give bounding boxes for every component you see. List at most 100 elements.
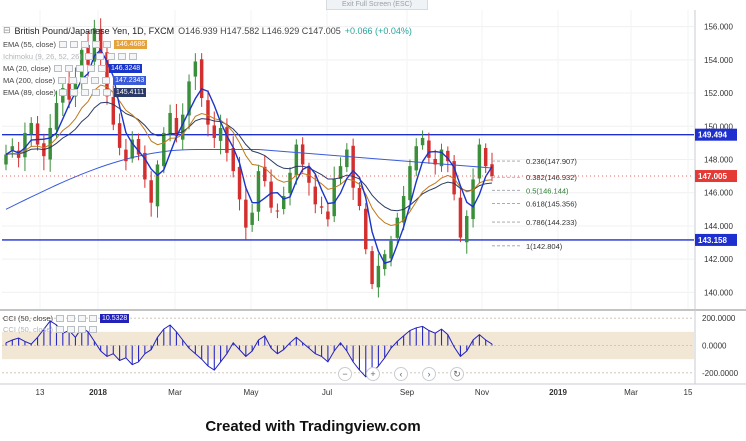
chart-area[interactable]: 140.000 142.000 144.000 146.000 148.000 150.0… xyxy=(0,0,746,405)
legend-value: 147.2343 xyxy=(113,76,147,85)
legend-setting-icon[interactable] xyxy=(53,65,62,72)
y-tick-label: 144.000 xyxy=(704,222,733,231)
fib-level-label: 0.236(147.907) xyxy=(526,157,577,166)
legend-setting-icon[interactable] xyxy=(102,77,111,84)
candle-body xyxy=(439,149,444,167)
legend-setting-icon[interactable] xyxy=(106,53,115,60)
candle-body xyxy=(143,152,147,180)
y-tick-label: 154.000 xyxy=(704,56,733,65)
candle-body xyxy=(338,166,343,179)
legend-setting-icon[interactable] xyxy=(80,41,89,48)
candle-body xyxy=(300,144,305,165)
legend-row[interactable]: MA (200, close) 147.2343 xyxy=(3,76,147,85)
candle-body xyxy=(23,132,27,158)
candle-body xyxy=(326,211,330,220)
x-tick-label: Sep xyxy=(400,388,415,397)
legend-setting-icon[interactable] xyxy=(58,77,67,84)
symbol-header: ⊟ British Pound/Japanese Yen, 1D, FXCM O… xyxy=(3,25,412,36)
price-chart: 140.000142.000144.000146.000148.000150.0… xyxy=(0,10,746,397)
legend-row[interactable]: EMA (89, close) 145.4111 xyxy=(3,88,147,97)
x-tick-label: 2019 xyxy=(549,388,567,397)
zoom-in-button[interactable]: + xyxy=(366,367,380,381)
y-tick-label: 150.000 xyxy=(704,122,733,131)
candle-body xyxy=(231,148,235,172)
candle-body xyxy=(218,127,223,141)
legend-setting-icon[interactable] xyxy=(75,65,84,72)
legend-setting-icon[interactable] xyxy=(97,65,106,72)
cci-legend-row[interactable]: CCI (50, close) xyxy=(3,325,98,334)
candle-body xyxy=(35,123,40,145)
x-tick-label: Mar xyxy=(624,388,638,397)
chart-navigation: − + ‹ › ↻ xyxy=(338,367,464,381)
legend-setting-icon[interactable] xyxy=(89,315,98,322)
candle-body xyxy=(48,127,52,160)
legend-setting-icon[interactable] xyxy=(78,315,87,322)
legend-setting-icon[interactable] xyxy=(58,41,67,48)
fib-level-label: 0.618(145.356) xyxy=(526,199,577,208)
fib-level-label: 1(142.804) xyxy=(526,242,563,251)
collapse-icon[interactable]: ⊟ xyxy=(3,25,11,35)
ma-200-line xyxy=(5,149,493,210)
legend-setting-icon[interactable] xyxy=(89,326,98,333)
legend-setting-icon[interactable] xyxy=(58,89,67,96)
candle-body xyxy=(168,112,172,133)
legend-setting-icon[interactable] xyxy=(56,315,65,322)
legend-setting-icon[interactable] xyxy=(91,77,100,84)
y-tick-label: 156.000 xyxy=(704,23,733,32)
legend-setting-icon[interactable] xyxy=(80,77,89,84)
scroll-left-button[interactable]: ‹ xyxy=(394,367,408,381)
x-tick-label: May xyxy=(243,388,258,397)
candle-body xyxy=(389,240,393,259)
candle-body xyxy=(465,215,469,243)
legend-setting-icon[interactable] xyxy=(69,77,78,84)
legend-setting-icon[interactable] xyxy=(69,41,78,48)
candle-body xyxy=(269,181,273,208)
x-tick-label: Jul xyxy=(322,388,332,397)
candle-body xyxy=(420,137,425,146)
scroll-right-button[interactable]: › xyxy=(422,367,436,381)
legend-row[interactable]: Ichimoku (9, 26, 52, 26) xyxy=(3,52,137,61)
legend-row[interactable]: MA (20, close) 146.3248 xyxy=(3,64,143,73)
candle-body xyxy=(256,171,261,212)
cci-line xyxy=(5,320,493,378)
x-tick-label: 2018 xyxy=(89,388,107,397)
legend-setting-icon[interactable] xyxy=(84,53,93,60)
current-price-label: 147.005 xyxy=(698,172,727,181)
legend-setting-icon[interactable] xyxy=(91,41,100,48)
legend-row[interactable]: EMA (55, close) 146.4686 xyxy=(3,40,148,49)
candle-body xyxy=(370,251,374,285)
legend-setting-icon[interactable] xyxy=(80,89,89,96)
level-price-label: 149.494 xyxy=(698,131,727,140)
legend-setting-icon[interactable] xyxy=(117,53,126,60)
legend-setting-icon[interactable] xyxy=(95,53,104,60)
legend-setting-icon[interactable] xyxy=(67,326,76,333)
reset-chart-button[interactable]: ↻ xyxy=(450,367,464,381)
legend-setting-icon[interactable] xyxy=(64,65,73,72)
zoom-out-button[interactable]: − xyxy=(338,367,352,381)
candle-body xyxy=(332,179,336,217)
symbol-title[interactable]: British Pound/Japanese Yen, 1D, FXCM xyxy=(14,25,175,36)
candle-body xyxy=(376,265,381,288)
fib-level-label: 0.5(146.144) xyxy=(526,186,569,195)
candle-body xyxy=(180,114,185,140)
cci-tick-label: -200.0000 xyxy=(702,369,739,378)
cci-legend-row[interactable]: CCI (50, close) 10.5328 xyxy=(3,314,130,323)
legend-setting-icon[interactable] xyxy=(78,326,87,333)
change-readout: +0.066 (+0.04%) xyxy=(344,25,412,36)
legend-setting-icon[interactable] xyxy=(128,53,137,60)
legend-setting-icon[interactable] xyxy=(56,326,65,333)
candle-body xyxy=(105,52,109,97)
legend-setting-icon[interactable] xyxy=(91,89,100,96)
legend-setting-icon[interactable] xyxy=(86,65,95,72)
candle-body xyxy=(136,139,141,155)
legend-setting-icon[interactable] xyxy=(102,41,111,48)
y-tick-label: 142.000 xyxy=(704,255,733,264)
legend-setting-icon[interactable] xyxy=(67,315,76,322)
legend-setting-icon[interactable] xyxy=(102,89,111,96)
candle-body xyxy=(193,61,198,77)
ema-55-line xyxy=(5,84,493,227)
exit-fullscreen-button[interactable]: Exit Full Screen (ESC) xyxy=(326,0,428,10)
legend-setting-icon[interactable] xyxy=(69,89,78,96)
candle-body xyxy=(117,123,122,148)
candle-body xyxy=(206,100,210,125)
